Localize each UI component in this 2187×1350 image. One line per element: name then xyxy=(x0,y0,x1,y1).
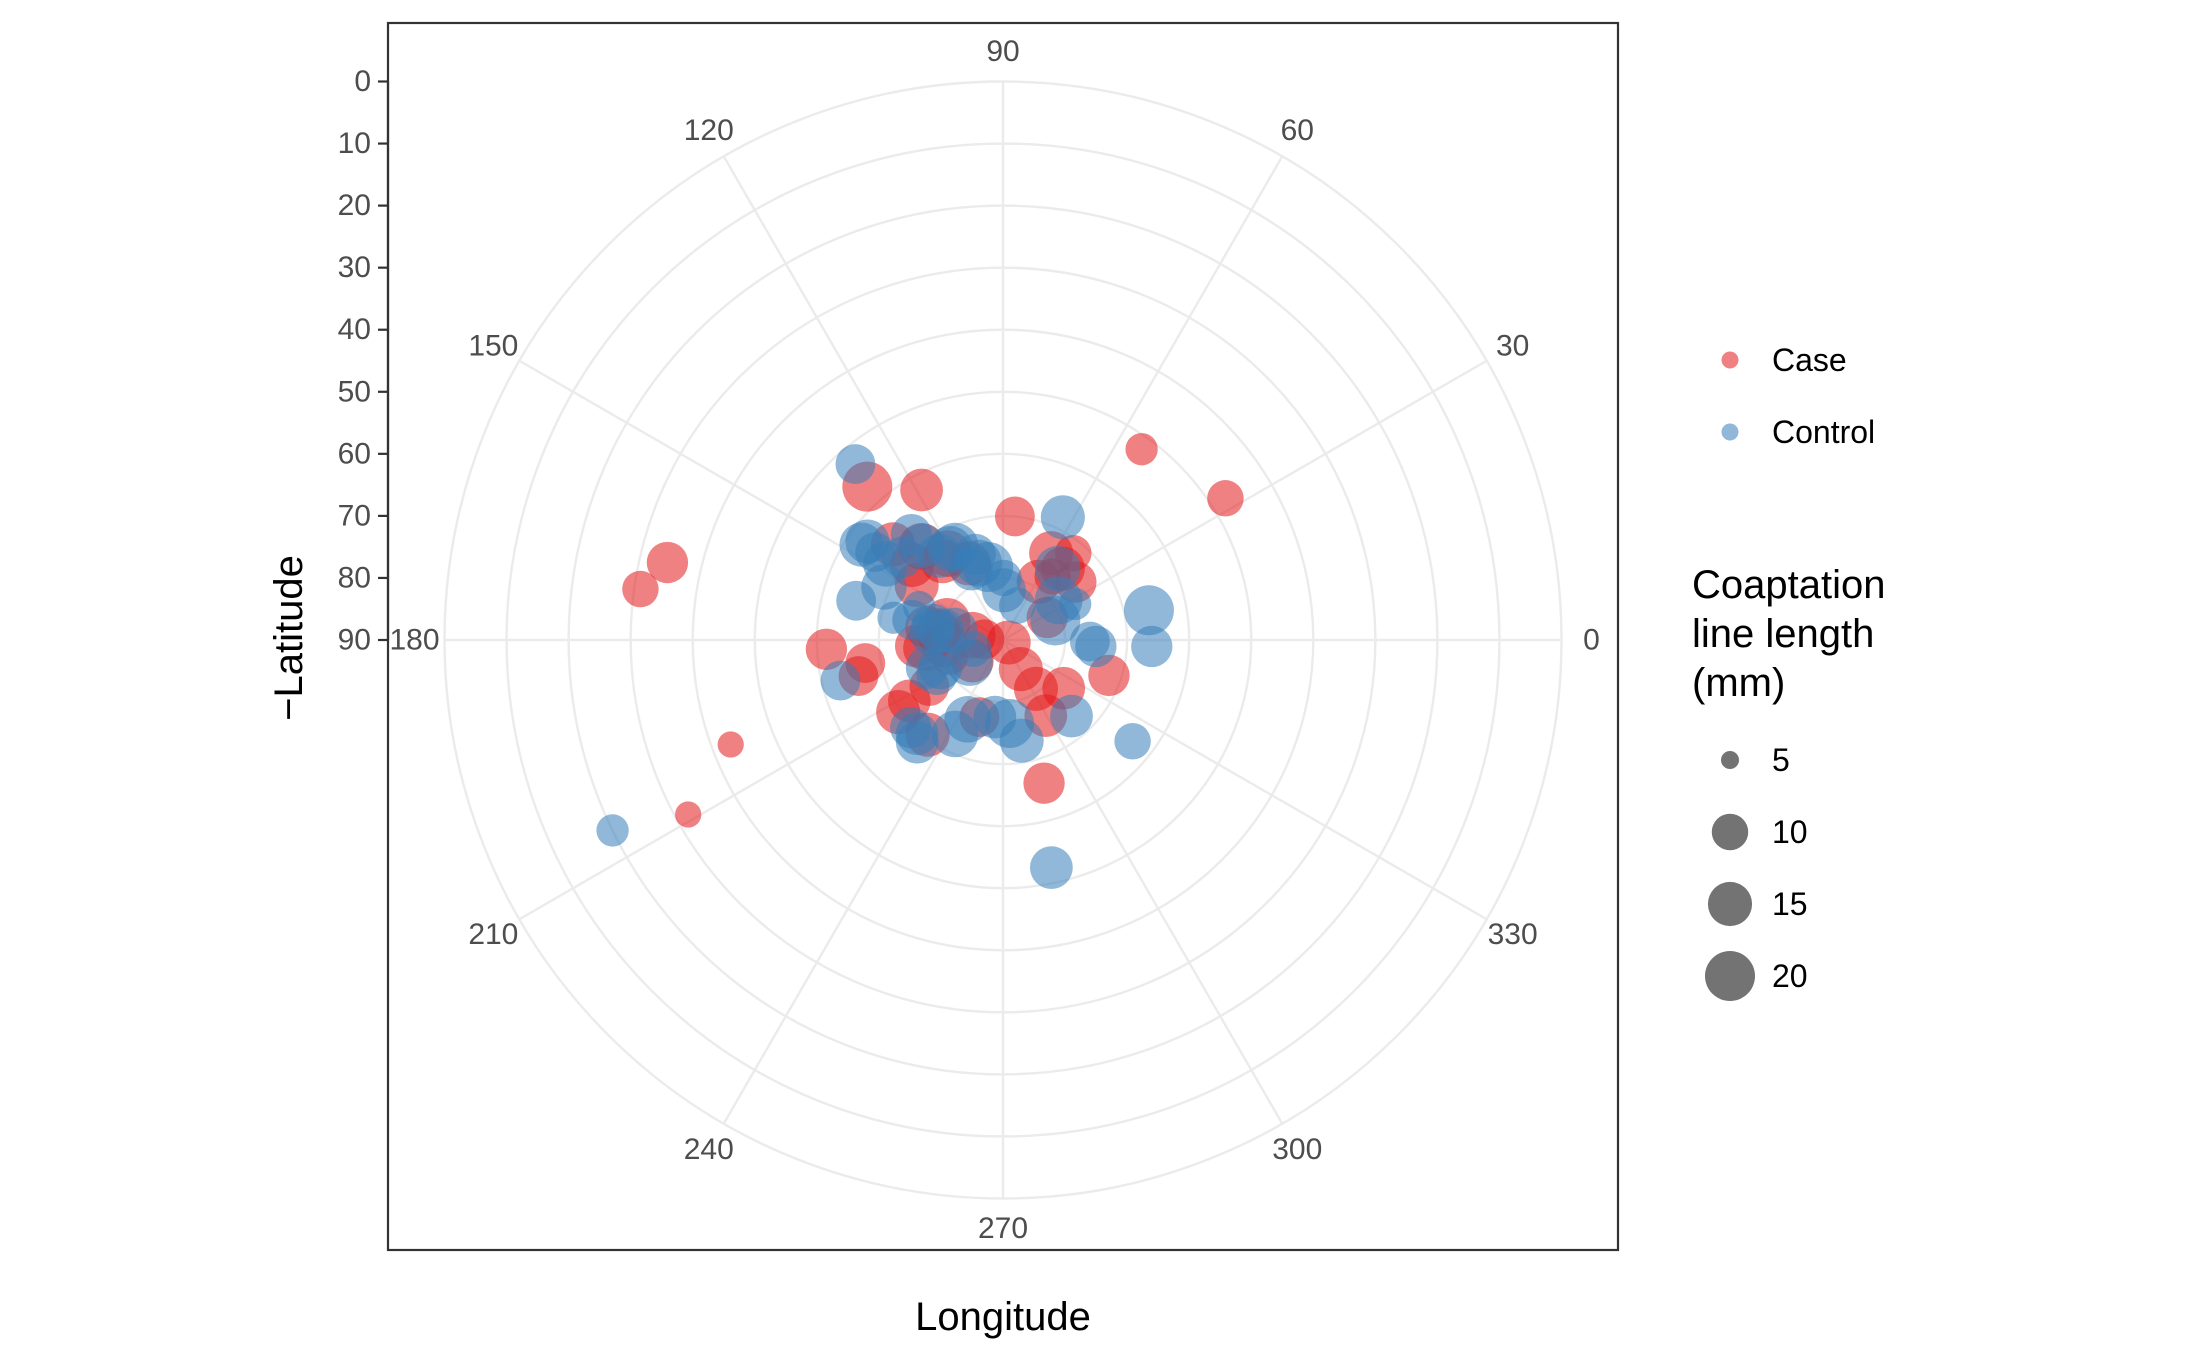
longitude-tick-label: 210 xyxy=(468,918,518,951)
longitude-tick-label: 270 xyxy=(978,1212,1028,1245)
longitude-tick-label: 120 xyxy=(684,114,734,147)
point-control xyxy=(1075,625,1117,668)
size-legend-title-line: line length xyxy=(1692,612,1874,656)
latitude-tick-label: 60 xyxy=(338,437,371,470)
point-control xyxy=(1040,495,1085,540)
point-case xyxy=(1125,433,1158,466)
point-control xyxy=(954,533,996,576)
legend-label-control: Control xyxy=(1772,414,1875,450)
point-case xyxy=(998,647,1043,692)
point-case xyxy=(994,496,1035,537)
point-case xyxy=(900,468,943,512)
point-case xyxy=(717,731,744,758)
polar-grid xyxy=(443,80,1563,1200)
point-case xyxy=(675,801,702,828)
latitude-axis: 90 80 70 60 50 40 30 20 10 0 xyxy=(338,65,390,657)
size-legend: Coaptation line length (mm) 5 10 15 20 xyxy=(1692,563,1885,1001)
y-axis-title: −Latitude xyxy=(267,555,311,721)
point-case xyxy=(805,628,848,670)
size-legend-title-line: Coaptation xyxy=(1692,563,1885,607)
size-legend-label: 15 xyxy=(1772,886,1808,922)
point-control xyxy=(903,590,936,624)
latitude-tick-label: 90 xyxy=(338,624,371,657)
size-legend-label: 10 xyxy=(1772,814,1808,850)
size-legend-key xyxy=(1721,751,1739,769)
size-legend-label: 5 xyxy=(1772,742,1790,778)
legend-label-case: Case xyxy=(1772,342,1847,378)
latitude-tick-label: 30 xyxy=(338,251,371,284)
point-control xyxy=(1114,723,1151,760)
point-case xyxy=(622,570,659,608)
point-control xyxy=(1131,625,1173,668)
longitude-tick-label: 330 xyxy=(1488,918,1538,951)
longitude-tick-label: 90 xyxy=(986,35,1019,68)
point-control xyxy=(820,660,861,701)
longitude-tick-label: 300 xyxy=(1272,1133,1322,1166)
latitude-tick-label: 20 xyxy=(338,189,371,222)
size-legend-key xyxy=(1705,951,1755,1001)
latitude-tick-label: 70 xyxy=(338,499,371,532)
legend-key-case xyxy=(1721,351,1739,369)
longitude-tick-label: 30 xyxy=(1496,329,1529,362)
latitude-tick-label: 40 xyxy=(338,313,371,346)
latitude-tick-label: 50 xyxy=(338,375,371,408)
data-points xyxy=(596,433,1244,890)
size-legend-label: 20 xyxy=(1772,958,1808,994)
size-legend-key xyxy=(1707,881,1753,927)
size-legend-title: Coaptation line length (mm) xyxy=(1692,563,1885,705)
latitude-tick-label: 10 xyxy=(338,127,371,160)
x-axis-title: Longitude xyxy=(915,1295,1091,1339)
latitude-tick-label: 0 xyxy=(354,65,371,98)
legend-key-control xyxy=(1721,423,1739,441)
point-control xyxy=(905,646,949,689)
point-case xyxy=(646,541,689,584)
size-legend-title-line: (mm) xyxy=(1692,661,1785,705)
point-control xyxy=(877,601,910,634)
color-legend: Case Control xyxy=(1721,342,1875,450)
longitude-tick-label: 180 xyxy=(389,624,439,657)
size-legend-key xyxy=(1711,813,1749,851)
point-control xyxy=(931,710,979,758)
longitude-tick-label: 60 xyxy=(1281,114,1314,147)
point-control xyxy=(999,587,1036,624)
point-control xyxy=(1029,846,1073,890)
point-control xyxy=(1123,585,1174,636)
point-case xyxy=(1023,762,1065,804)
point-case xyxy=(1207,480,1244,517)
longitude-tick-label: 240 xyxy=(684,1133,734,1166)
point-control xyxy=(596,814,629,847)
point-control xyxy=(845,519,890,564)
longitude-tick-label: 0 xyxy=(1583,624,1600,657)
point-control xyxy=(890,706,932,749)
latitude-tick-label: 80 xyxy=(338,561,371,594)
point-control xyxy=(1030,595,1081,646)
point-control xyxy=(1050,694,1093,738)
longitude-tick-label: 150 xyxy=(468,329,518,362)
point-control xyxy=(835,444,876,485)
